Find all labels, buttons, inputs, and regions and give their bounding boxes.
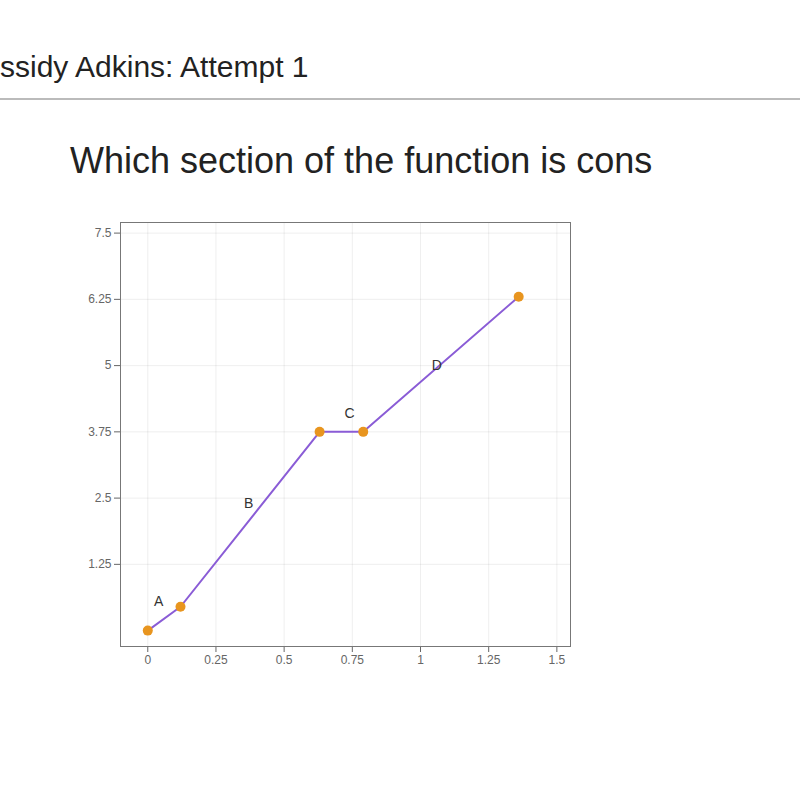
svg-text:0.25: 0.25	[204, 653, 228, 667]
svg-text:C: C	[345, 405, 355, 421]
svg-text:1.25: 1.25	[477, 653, 501, 667]
svg-text:1.5: 1.5	[549, 653, 566, 667]
svg-text:D: D	[432, 357, 442, 373]
svg-text:7.5: 7.5	[95, 226, 112, 240]
svg-text:A: A	[154, 593, 164, 609]
svg-text:1: 1	[417, 653, 424, 667]
html-text:Which section of the function: Which section of the function is cons	[70, 140, 653, 181]
svg-text:0: 0	[144, 653, 151, 667]
svg-text:3.75: 3.75	[88, 425, 112, 439]
html-text:ssidy Adkins: Attempt 1: ssidy Adkins: Attempt 1	[0, 50, 309, 83]
svg-text:B: B	[244, 495, 253, 511]
svg-text:5: 5	[105, 358, 112, 372]
svg-text:6.25: 6.25	[88, 292, 112, 306]
svg-text:1.25: 1.25	[88, 557, 112, 571]
svg-text:2.5: 2.5	[95, 491, 112, 505]
svg-text:0.5: 0.5	[276, 653, 293, 667]
svg-text:0.75: 0.75	[341, 653, 365, 667]
